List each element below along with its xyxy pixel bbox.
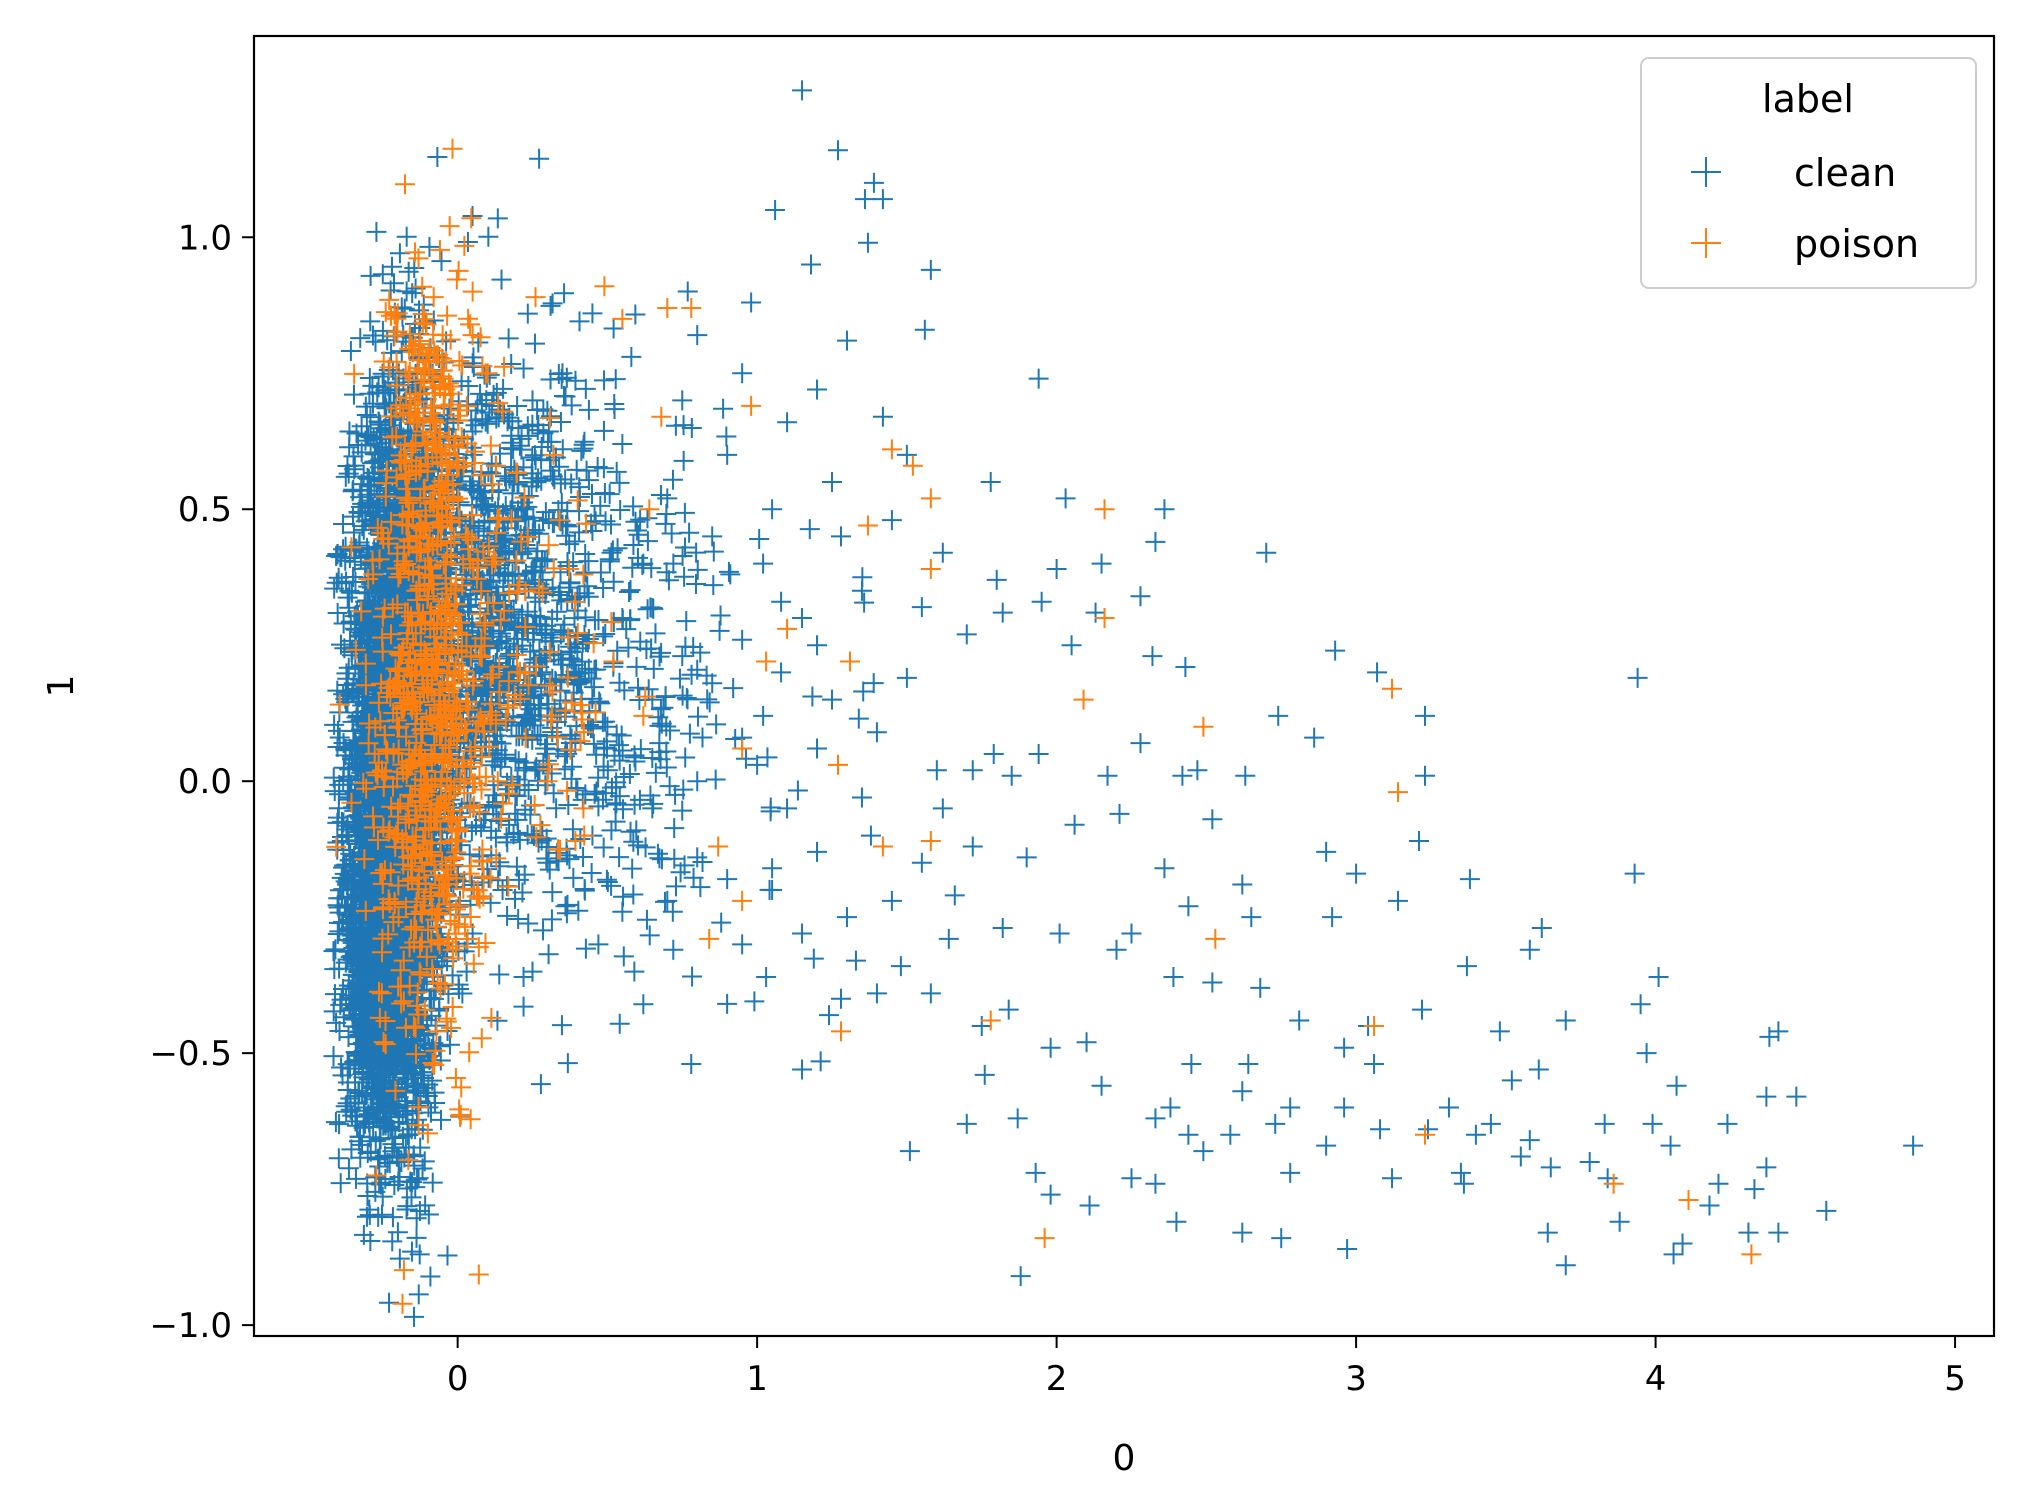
point-clean — [418, 1204, 439, 1225]
point-clean — [427, 146, 448, 167]
point-clean — [330, 634, 351, 655]
point-clean — [360, 311, 381, 332]
point-clean — [422, 1070, 443, 1091]
point-clean — [365, 331, 386, 352]
point-clean — [345, 1168, 366, 1189]
point-clean — [323, 767, 344, 788]
point-clean — [415, 1195, 436, 1216]
plot-points — [323, 80, 1924, 1327]
point-clean — [409, 1244, 430, 1265]
point-clean — [420, 1266, 441, 1287]
point-clean — [335, 466, 356, 487]
point-clean — [323, 1046, 344, 1067]
point-clean — [422, 1172, 443, 1193]
point-clean — [371, 1204, 392, 1225]
point-clean — [338, 657, 359, 678]
point-clean — [406, 1208, 427, 1229]
point-clean — [437, 1245, 458, 1266]
point-clean — [389, 1248, 410, 1269]
point-clean — [419, 236, 440, 257]
point-clean — [338, 1158, 359, 1179]
point-clean — [360, 265, 381, 286]
point-clean — [402, 283, 423, 304]
